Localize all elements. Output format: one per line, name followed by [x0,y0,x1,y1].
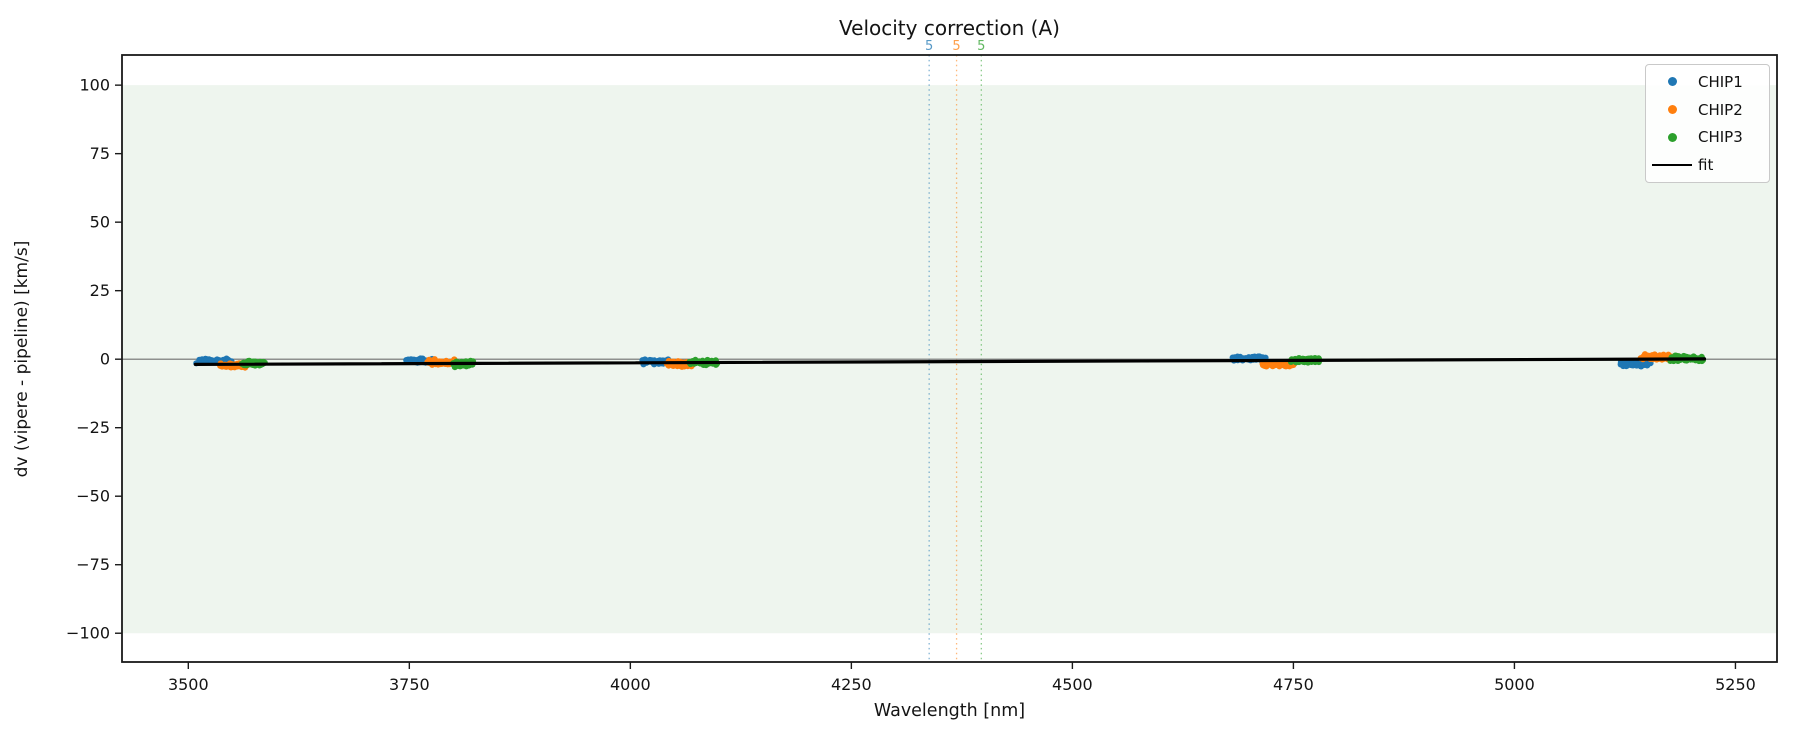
legend-label: CHIP3 [1698,128,1743,147]
y-tick-label: −75 [76,555,110,574]
chart-title: Velocity correction (A) [839,16,1060,40]
x-tick-label: 4500 [1052,675,1093,694]
y-tick-label: −25 [76,418,110,437]
order-vline-label: 5 [925,39,933,54]
order-vline-label: 5 [977,39,985,54]
legend-entry-CHIP2: CHIP2 [1646,97,1769,123]
legend-entry-fit: fit [1646,152,1769,178]
legend-dot-marker [1646,105,1698,115]
line-icon [1652,164,1692,167]
legend-dot-marker [1646,77,1698,87]
x-tick-label: 4250 [831,675,872,694]
y-tick-label: −100 [66,624,110,643]
x-tick-label: 5000 [1494,675,1535,694]
order-vline-label: 5 [952,39,960,54]
dot-icon [1667,132,1677,142]
dot-icon [1667,77,1677,87]
x-tick-label: 4000 [610,675,651,694]
legend-entry-CHIP1: CHIP1 [1646,69,1769,95]
legend-line-marker [1646,164,1698,167]
y-tick-label: −50 [76,487,110,506]
y-tick-label: 50 [90,213,110,232]
x-tick-label: 4750 [1273,675,1314,694]
legend-label: CHIP1 [1698,72,1743,91]
x-tick-label: 3750 [389,675,430,694]
legend-entry-CHIP3: CHIP3 [1646,124,1769,150]
y-tick-label: 25 [90,281,110,300]
legend-dot-marker [1646,132,1698,142]
x-tick-label: 3500 [168,675,209,694]
y-tick-label: 100 [79,76,110,95]
y-tick-label: 0 [100,350,110,369]
legend-label: fit [1698,156,1714,175]
legend: CHIP1 CHIP2 CHIP3 fit [1645,64,1770,183]
fit-line [193,357,1707,366]
dot-icon [1667,105,1677,115]
x-axis-label: Wavelength [nm] [873,701,1026,721]
legend-label: CHIP2 [1698,100,1743,119]
x-tick-label: 5250 [1715,675,1756,694]
y-tick-label: 75 [90,144,110,163]
